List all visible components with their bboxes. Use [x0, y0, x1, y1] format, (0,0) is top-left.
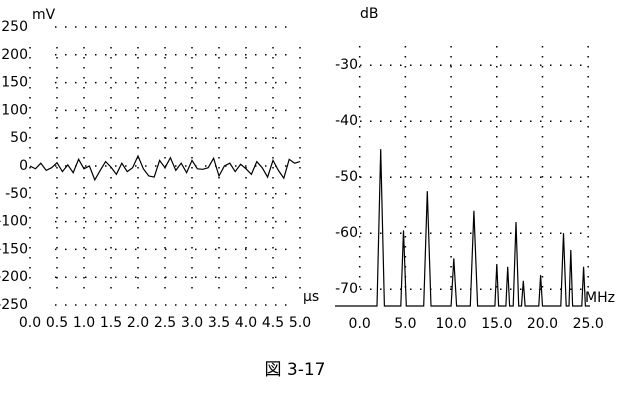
caption: 図 3-17 [265, 360, 326, 380]
y-tick-label: -40 [335, 113, 358, 129]
x-tick-label: 15.0 [481, 316, 512, 332]
x-tick-label: 4.5 [262, 315, 284, 331]
y-tick-label: 0 [19, 158, 28, 174]
y-tick-label: 250 [1, 19, 28, 35]
y-tick-label: 150 [1, 75, 28, 91]
y-tick-label: -50 [5, 186, 28, 202]
y-tick-label: -100 [0, 214, 28, 230]
y-tick-label: 100 [1, 102, 28, 118]
x-tick-label: 10.0 [435, 316, 466, 332]
x-tick-label: 20.0 [527, 316, 558, 332]
y-tick-label: 200 [1, 47, 28, 63]
y-tick-label: -50 [335, 169, 358, 185]
x-tick-label: 2.0 [127, 315, 149, 331]
data-line [335, 149, 590, 307]
x-tick-label: 5.0 [394, 316, 416, 332]
y-unit: mV [32, 7, 56, 23]
x-tick-label: 1.5 [100, 315, 122, 331]
x-tick-label: 0.5 [46, 315, 68, 331]
x-tick-label: 0.0 [19, 315, 41, 331]
x-unit: MHz [585, 290, 615, 306]
x-tick-label: 4.0 [235, 315, 257, 331]
x-tick-label: 3.5 [208, 315, 230, 331]
y-tick-label: -250 [0, 297, 28, 313]
y-tick-label: -200 [0, 269, 28, 285]
x-tick-label: 5.0 [289, 315, 311, 331]
x-tick-label: 0.0 [349, 316, 371, 332]
x-tick-label: 3.0 [181, 315, 203, 331]
y-tick-label: -70 [335, 281, 358, 297]
x-unit: μs [303, 289, 319, 305]
x-tick-label: 25.0 [573, 316, 604, 332]
y-tick-label: -30 [335, 57, 358, 73]
data-line [29, 154, 301, 182]
y-unit: dB [360, 6, 379, 22]
x-tick-label: 2.5 [154, 315, 176, 331]
y-tick-label: 50 [10, 130, 28, 146]
x-tick-label: 1.0 [73, 315, 95, 331]
y-tick-label: -150 [0, 241, 28, 257]
y-tick-label: -60 [335, 225, 358, 241]
